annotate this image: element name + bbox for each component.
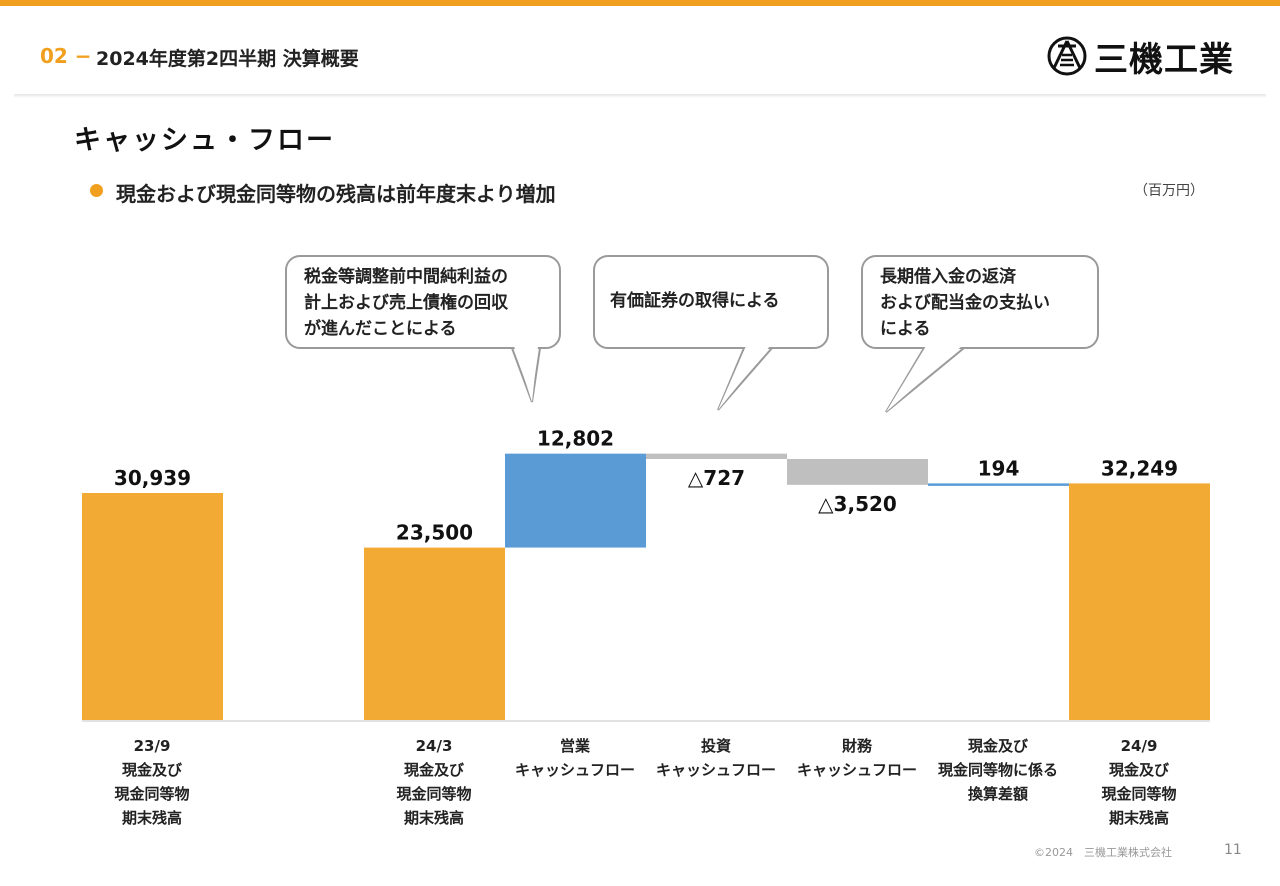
copyright: ©2024 三機工業株式会社 — [1034, 846, 1172, 859]
callout-tail-mask — [514, 346, 538, 402]
section-title: 2024年度第2四半期 決算概要 — [96, 48, 359, 70]
header-divider — [14, 94, 1266, 98]
callout-bubble — [285, 255, 561, 349]
callout-bubble — [593, 255, 829, 349]
category-label: 24/3 現金及び 現金同等物 期末残高 — [396, 737, 472, 827]
data-label: 32,249 — [1101, 456, 1178, 480]
bullet-text: 現金および現金同等物の残高は前年度末より増加 — [116, 182, 556, 206]
page-number: 11 — [1224, 842, 1242, 858]
data-label: 23,500 — [396, 521, 473, 545]
logo-mark-icon — [1047, 36, 1087, 76]
callout-investing-text: 有価証券の取得による — [610, 291, 780, 311]
callout-bubble — [861, 255, 1099, 349]
bullet-dot — [90, 184, 103, 197]
category-label: 投資 キャッシュフロー — [655, 737, 776, 779]
logo-text: 三機工業 — [1094, 39, 1234, 80]
section-number: 02 − — [40, 44, 92, 68]
category-label: 営業 キャッシュフロー — [514, 737, 635, 779]
bar — [505, 453, 646, 548]
callout-financing-text: 長期借入金の返済 および配当金の支払い による — [880, 267, 1050, 339]
bar — [787, 458, 928, 485]
category-label: 23/9 現金及び 現金同等物 期末残高 — [114, 737, 190, 827]
category-label: 24/9 現金及び 現金同等物 期末残高 — [1101, 737, 1177, 827]
category-label: 現金及び 現金同等物に係る 換算差額 — [937, 737, 1058, 803]
callout-tail-mask — [718, 346, 770, 410]
data-label: △3,520 — [818, 492, 897, 516]
callout-operating-text: 税金等調整前中間純利益の 計上および売上債権の回収 が進んだことによる — [304, 267, 508, 339]
data-label: 194 — [978, 456, 1020, 480]
top-accent-bar — [0, 0, 1280, 6]
data-label: 30,939 — [114, 466, 191, 490]
unit-label: （百万円） — [1134, 183, 1204, 199]
page-title: キャッシュ・フロー — [74, 125, 335, 156]
callout-tail-mask — [886, 346, 962, 412]
bar — [82, 493, 223, 720]
data-label: 12,802 — [537, 427, 614, 451]
bar — [1069, 483, 1210, 720]
bar — [646, 453, 787, 459]
bar — [364, 547, 505, 720]
bar — [928, 483, 1069, 486]
company-logo: 三機工業 — [1046, 34, 1234, 80]
category-label: 財務 キャッシュフロー — [796, 737, 917, 779]
data-label: △727 — [688, 466, 745, 490]
